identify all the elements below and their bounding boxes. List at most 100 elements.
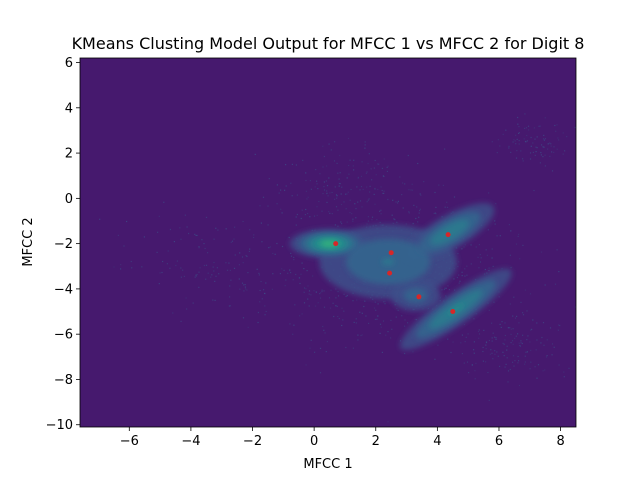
- noise-point: [261, 241, 263, 243]
- noise-point: [485, 361, 487, 363]
- noise-point: [238, 264, 240, 266]
- noise-point: [506, 357, 508, 359]
- noise-point: [482, 350, 484, 353]
- noise-point: [373, 193, 375, 195]
- noise-point: [205, 216, 208, 218]
- noise-point: [394, 304, 396, 306]
- noise-point: [507, 327, 509, 329]
- noise-point: [120, 264, 122, 266]
- noise-point: [253, 236, 255, 239]
- cluster-center-point: [450, 309, 456, 314]
- noise-point: [353, 321, 355, 323]
- noise-point: [317, 302, 319, 304]
- noise-point: [296, 213, 298, 216]
- noise-point: [264, 314, 266, 316]
- noise-point: [423, 181, 425, 183]
- noise-point: [515, 143, 517, 145]
- noise-point: [188, 232, 190, 235]
- noise-point: [417, 162, 419, 165]
- noise-point: [334, 186, 336, 188]
- cluster-centers: [333, 232, 456, 314]
- noise-point: [336, 195, 338, 197]
- noise-point: [484, 268, 486, 271]
- noise-point: [335, 194, 338, 196]
- noise-point: [542, 138, 545, 140]
- noise-point: [510, 328, 512, 330]
- noise-point: [497, 139, 499, 141]
- noise-point: [471, 364, 473, 366]
- noise-point: [323, 155, 325, 158]
- noise-point: [530, 349, 532, 351]
- noise-point: [461, 275, 463, 277]
- noise-point: [479, 261, 482, 263]
- noise-point: [372, 298, 374, 300]
- noise-point: [346, 177, 348, 179]
- noise-point: [492, 332, 494, 334]
- noise-point: [408, 211, 410, 213]
- noise-point: [360, 334, 362, 337]
- noise-point: [526, 351, 528, 353]
- noise-point: [543, 139, 545, 141]
- noise-point: [508, 147, 510, 149]
- noise-point: [558, 364, 560, 366]
- y-tick-label: −4: [54, 282, 73, 297]
- noise-point: [504, 334, 506, 337]
- noise-point: [264, 292, 266, 294]
- noise-point: [337, 295, 340, 297]
- noise-point: [383, 192, 385, 194]
- noise-point: [517, 123, 519, 125]
- noise-point: [456, 247, 458, 249]
- noise-point: [212, 266, 214, 268]
- noise-point: [395, 316, 397, 318]
- noise-point: [522, 314, 525, 316]
- noise-point: [357, 339, 359, 341]
- noise-point: [205, 278, 207, 280]
- noise-point: [180, 238, 182, 240]
- noise-point: [244, 286, 246, 288]
- noise-point: [535, 349, 537, 351]
- noise-point: [234, 226, 236, 228]
- noise-point: [491, 352, 493, 354]
- noise-point: [536, 322, 538, 324]
- noise-point: [341, 186, 343, 188]
- x-tick-label: 2: [372, 434, 380, 449]
- noise-point: [549, 142, 551, 144]
- noise-point: [447, 285, 449, 287]
- noise-point: [494, 350, 496, 352]
- noise-point: [502, 351, 504, 353]
- noise-point: [631, 252, 632, 253]
- noise-point: [411, 183, 413, 185]
- noise-point: [194, 276, 196, 278]
- noise-point: [491, 337, 493, 339]
- noise-point: [276, 184, 278, 186]
- noise-point: [485, 249, 487, 251]
- noise-point: [198, 246, 200, 248]
- noise-point: [553, 151, 555, 153]
- noise-point: [464, 275, 466, 277]
- noise-point: [336, 305, 338, 307]
- noise-point: [316, 183, 318, 185]
- noise-point: [494, 223, 496, 225]
- noise-point: [295, 224, 297, 226]
- noise-point: [306, 270, 308, 272]
- noise-point: [546, 339, 548, 341]
- x-tick-label: 8: [556, 434, 564, 449]
- noise-point: [301, 262, 303, 264]
- noise-point: [491, 257, 493, 259]
- noise-point: [167, 250, 169, 252]
- noise-point: [475, 362, 477, 364]
- noise-point: [503, 343, 505, 346]
- noise-point: [303, 302, 306, 304]
- noise-point: [412, 351, 414, 353]
- noise-point: [300, 217, 302, 220]
- noise-point: [404, 183, 406, 185]
- noise-point: [218, 273, 220, 275]
- noise-point: [228, 305, 230, 307]
- noise-point: [159, 272, 161, 274]
- noise-point: [361, 312, 363, 314]
- noise-point: [551, 343, 554, 345]
- noise-point: [367, 216, 369, 218]
- noise-point: [343, 310, 345, 312]
- noise-point: [447, 338, 449, 340]
- noise-point: [463, 324, 466, 326]
